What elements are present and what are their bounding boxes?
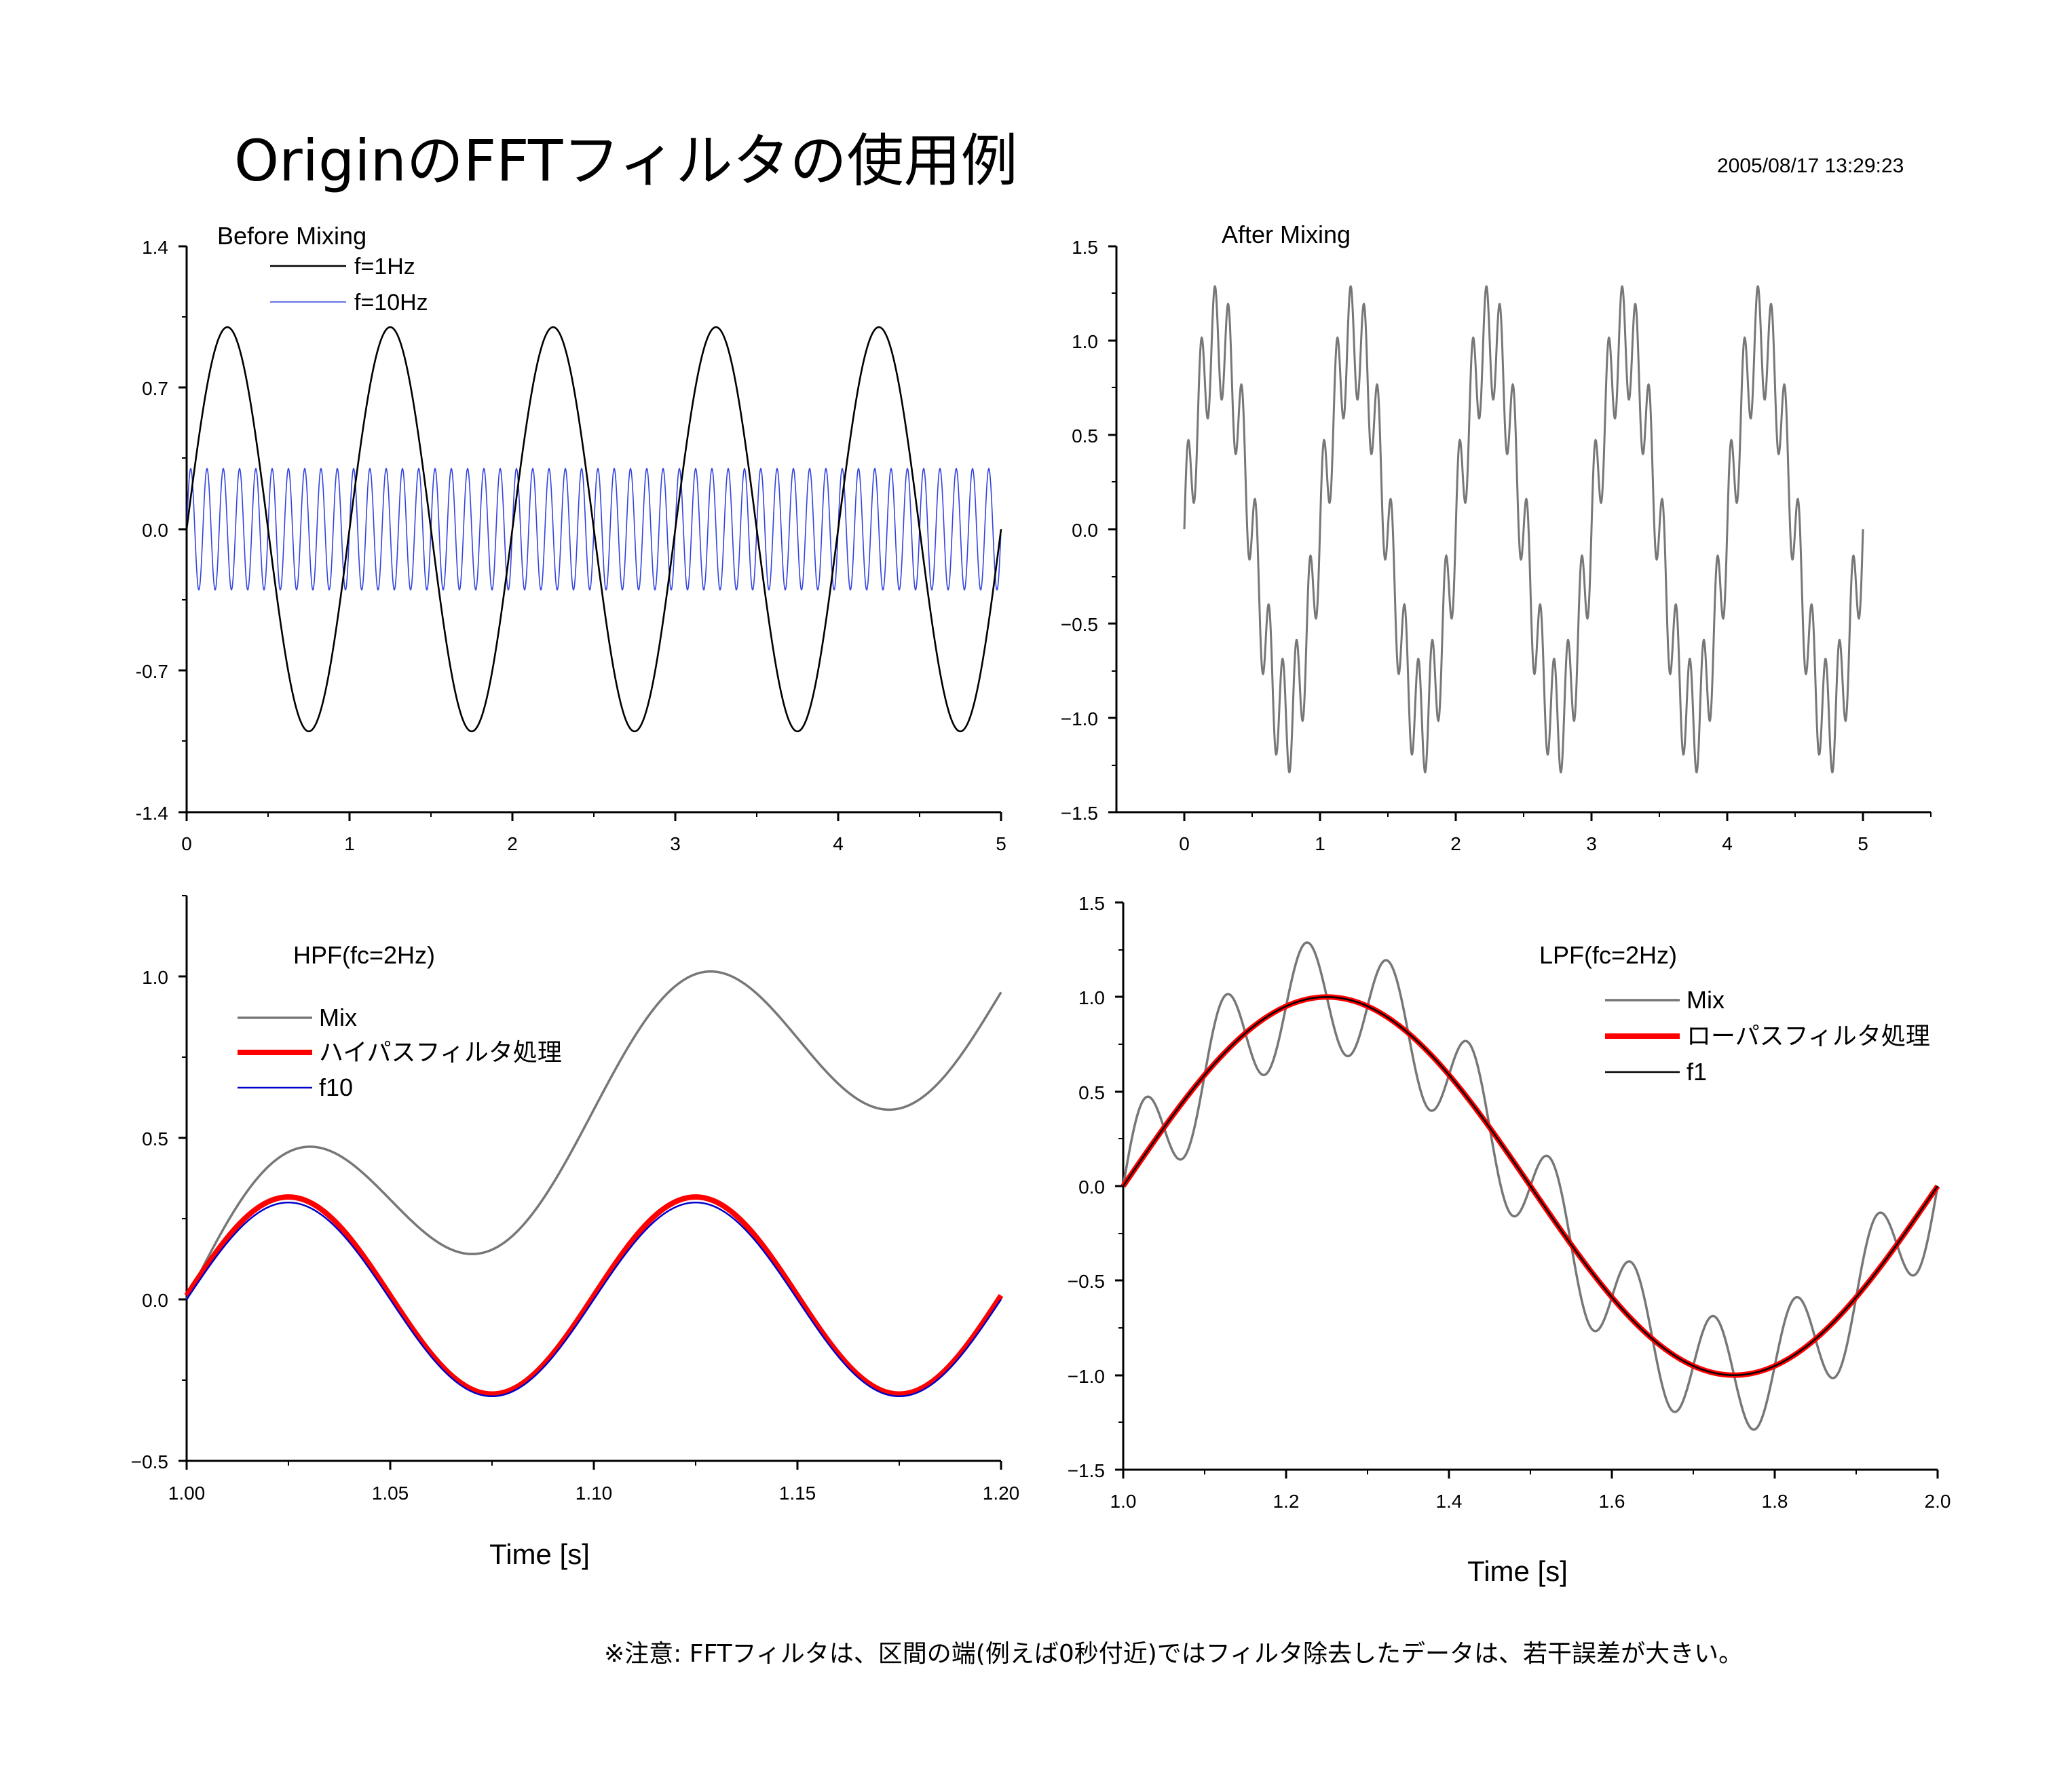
x-tick-label: 0: [181, 833, 192, 854]
x-tick-label: 5: [1858, 833, 1868, 854]
y-tick-label: -0.7: [136, 661, 168, 682]
series-line-mix: [1183, 285, 1864, 774]
chart-title: LPF(fc=2Hz): [1539, 941, 1677, 969]
y-tick-label: 0.5: [1078, 1082, 1105, 1103]
legend-label: ローパスフィルタ処理: [1687, 1022, 1930, 1050]
y-tick-label: 1.5: [1078, 893, 1105, 914]
chart-title: Before Mixing: [217, 222, 366, 250]
x-tick-label: 1.15: [779, 1483, 816, 1504]
timestamp: 2005/08/17 13:29:23: [1717, 155, 1904, 177]
chart-after-mixing: After Mixing 1.5 1.0 0.5 0.0 −0.5 −1.0 −…: [1061, 221, 1932, 854]
x-axis-label: Time [s]: [1467, 1555, 1568, 1587]
y-tick-label: 1.4: [142, 237, 168, 258]
y-tick-label: -1.4: [136, 803, 168, 824]
legend-label: f1: [1687, 1058, 1707, 1086]
legend-label: f=10Hz: [354, 290, 428, 316]
x-tick-label: 2.0: [1925, 1491, 1951, 1512]
x-tick-label: 1.4: [1436, 1491, 1463, 1512]
series-line-f1hz: [185, 326, 1002, 733]
y-tick-label: 1.0: [1078, 987, 1105, 1008]
y-tick-label: 1.5: [1072, 237, 1098, 258]
x-tick-label: 5: [996, 833, 1006, 854]
series-line-f10: [185, 1201, 1002, 1398]
chart-before-mixing: Before Mixing 1.4 0.7 0.0 -0.7 -1.4: [136, 222, 1006, 854]
chart-hpf: 1.0 0.5 0.0 −0.5 1.00 1.05 1.10 1.15 1.2…: [131, 895, 1020, 1570]
x-tick-label: 1.20: [983, 1483, 1020, 1504]
legend: Mix ローパスフィルタ処理 f1: [1605, 986, 1930, 1086]
y-tick-label: −1.0: [1061, 708, 1098, 729]
x-tick-label: 0: [1179, 833, 1190, 854]
x-tick-label: 1: [344, 833, 355, 854]
x-tick-label: 2: [1450, 833, 1461, 854]
y-tick-label: 0.0: [142, 520, 168, 541]
x-axis-label: Time [s]: [489, 1538, 590, 1570]
y-tick-label: −1.5: [1061, 803, 1098, 824]
y-tick-label: 0.0: [1072, 520, 1098, 541]
y-tick-label: 0.7: [142, 378, 168, 399]
x-tick-label: 1.6: [1599, 1491, 1625, 1512]
y-tick-label: 0.5: [142, 1128, 168, 1149]
y-tick-label: 0.0: [1078, 1177, 1105, 1198]
y-tick-label: 1.0: [1072, 331, 1098, 352]
x-tick-label: 1.05: [372, 1483, 409, 1504]
x-tick-label: 3: [670, 833, 681, 854]
x-tick-label: 1: [1315, 833, 1325, 854]
y-tick-label: 0.5: [1072, 425, 1098, 446]
y-tick-label: −0.5: [1061, 614, 1098, 635]
y-tick-label: −1.5: [1068, 1460, 1105, 1481]
chart-lpf: 1.5 1.0 0.5 0.0 −0.5 −1.0 −1.5 1.0 1.2 1…: [1068, 893, 1951, 1587]
x-tick-label: 1.8: [1762, 1491, 1788, 1512]
series-line-mix: [185, 970, 1002, 1300]
y-tick-label: −1.0: [1068, 1366, 1105, 1387]
x-tick-label: 1.2: [1273, 1491, 1300, 1512]
chart-title: HPF(fc=2Hz): [293, 941, 435, 969]
x-tick-label: 3: [1586, 833, 1597, 854]
x-tick-label: 2: [507, 833, 518, 854]
legend-label: f=1Hz: [354, 254, 415, 280]
y-tick-label: −0.5: [131, 1451, 168, 1472]
legend: Mix ハイパスフィルタ処理 f10: [238, 1004, 562, 1101]
series-line-hpf: [184, 1194, 1004, 1397]
x-tick-label: 1.00: [168, 1483, 206, 1504]
y-tick-label: 0.0: [142, 1290, 168, 1311]
chart-title: After Mixing: [1222, 221, 1351, 248]
legend-label: ハイパスフィルタ処理: [319, 1038, 562, 1066]
series-line-f1: [1122, 996, 1939, 1376]
x-tick-label: 1.0: [1110, 1491, 1137, 1512]
x-tick-label: 1.10: [576, 1483, 613, 1504]
footnote: ※注意: FFTフィルタは、区間の端(例えば0秒付近)ではフィルタ除去したデータ…: [604, 1640, 1744, 1668]
page-title: OriginのFFTフィルタの使用例: [234, 128, 1018, 194]
legend-label: Mix: [319, 1004, 357, 1031]
legend-label: Mix: [1687, 986, 1725, 1014]
legend: f=1Hz f=10Hz: [270, 254, 428, 316]
y-tick-label: −0.5: [1068, 1271, 1105, 1292]
y-tick-label: 1.0: [142, 967, 168, 988]
legend-label: f10: [319, 1073, 353, 1101]
x-tick-label: 4: [833, 833, 844, 854]
x-tick-label: 4: [1722, 833, 1733, 854]
